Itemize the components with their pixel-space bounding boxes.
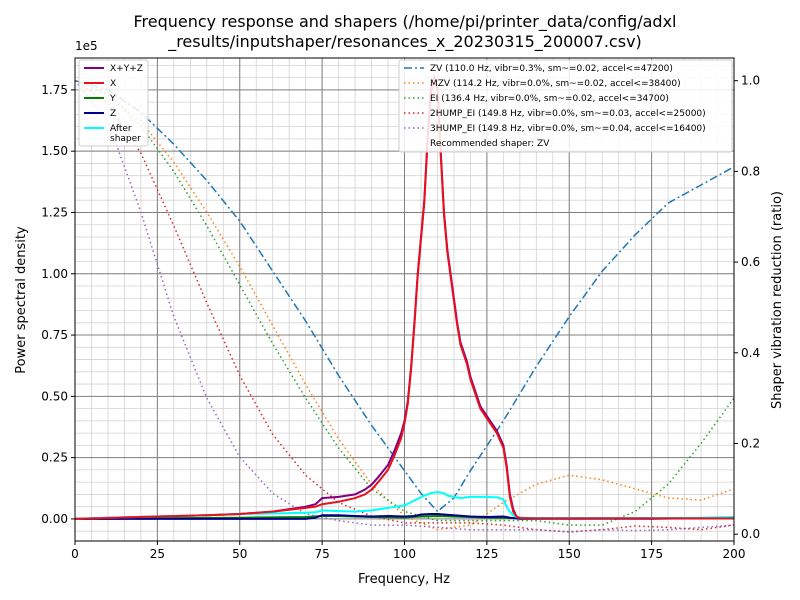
legend-psd-label: X+Y+Z	[110, 64, 143, 74]
chart-title-line1: Frequency response and shapers (/home/pi…	[133, 12, 676, 32]
y2-axis-label: Shaper vibration reduction (ratio)	[770, 191, 785, 409]
legend-psd-box	[78, 59, 149, 147]
y2-tick-label: 0.2	[741, 436, 760, 450]
legend-psd-label: Z	[110, 109, 116, 119]
x-tick-label: 125	[475, 547, 498, 561]
x-tick-label: 175	[640, 547, 663, 561]
chart-title-line2: _results/inputshaper/resonances_x_202303…	[167, 32, 642, 52]
y-axis-label: Power spectral density	[14, 226, 29, 374]
legend-shaper-label: ZV (110.0 Hz, vibr=0.3%, sm~=0.02, accel…	[430, 64, 673, 74]
legend-shaper-label: 3HUMP_EI (149.8 Hz, vibr=0.0%, sm~=0.04,…	[430, 124, 706, 134]
x-tick-label: 100	[393, 547, 416, 561]
x-axis-label: Frequency, Hz	[358, 572, 450, 587]
psd-line-3	[75, 513, 735, 520]
y-tick-label: 1.50	[41, 144, 68, 158]
y-offset-label: 1e5	[75, 39, 98, 53]
legend-shapers: ZV (110.0 Hz, vibr=0.3%, sm~=0.02, accel…	[398, 59, 733, 153]
x-tick-label: 200	[723, 547, 746, 561]
recommended-shaper-text: Recommended shaper: ZV	[430, 139, 550, 149]
y-tick-label: 0.25	[41, 451, 68, 465]
y2-tick-label: 1.0	[741, 74, 760, 88]
legend-psd-label: X	[110, 79, 116, 89]
x-tick-label: 0	[71, 547, 79, 561]
legend-shaper-label: 2HUMP_EI (149.8 Hz, vibr=0.0%, sm~=0.03,…	[430, 109, 706, 119]
shaper-line-0	[74, 79, 735, 513]
legend-shaper-label: MZV (114.2 Hz, vibr=0.0%, sm~=0.02, acce…	[430, 79, 681, 89]
axes: 0 25 50 75 100 125 150 175 200 0.00 0.25 0.50 0.75 1.…	[41, 74, 760, 561]
y2-tick-label: 0.6	[741, 255, 760, 269]
y2-tick-label: 0.0	[741, 527, 760, 541]
shaper-line-3	[74, 80, 735, 533]
y-tick-label: 1.00	[41, 267, 68, 281]
x-tick-label: 25	[150, 547, 165, 561]
y2-tick-label: 0.4	[741, 346, 760, 360]
y-tick-label: 1.25	[41, 205, 68, 219]
x-tick-label: 150	[558, 547, 581, 561]
legend-psd-label: After	[110, 124, 132, 134]
y2-tick-label: 0.8	[741, 164, 760, 178]
y-tick-label: 0.75	[41, 328, 68, 342]
y-tick-label: 0.50	[41, 389, 68, 403]
x-tick-label: 75	[314, 547, 329, 561]
legend-shapers-box	[398, 59, 733, 153]
x-tick-label: 50	[232, 547, 247, 561]
legend-psd-label: Y	[109, 94, 116, 104]
y-tick-label: 1.75	[41, 83, 68, 97]
y-tick-label: 0.00	[41, 512, 68, 526]
shaper-line-2	[74, 80, 735, 526]
legend-psd-label: shaper	[110, 134, 141, 144]
legend-shaper-label: EI (136.4 Hz, vibr=0.0%, sm~=0.02, accel…	[430, 94, 669, 104]
